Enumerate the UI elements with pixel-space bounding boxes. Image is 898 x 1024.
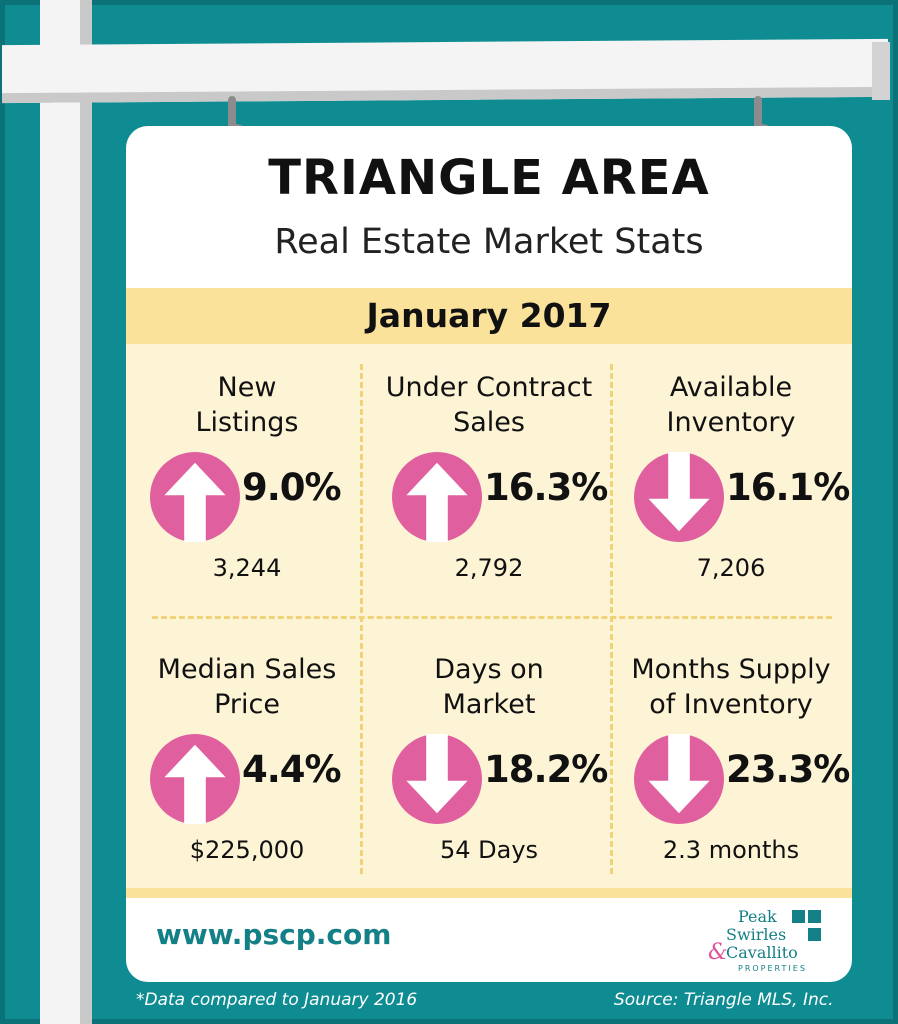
stat-months-supply: Months Supply of Inventory 23.3% 2.3 months — [610, 626, 852, 896]
bottom-band — [126, 888, 852, 898]
stat-label: Available Inventory — [610, 370, 852, 440]
stat-change: 18.2% — [484, 748, 608, 791]
stat-available-inventory: Available Inventory 16.1% 7,206 — [610, 344, 852, 614]
stat-median-sales-price: Median Sales Price 4.4% $225,000 — [126, 626, 368, 896]
page-title: TRIANGLE AREA — [268, 150, 710, 206]
stat-label: Median Sales Price — [126, 652, 368, 722]
stat-change: 16.3% — [484, 466, 608, 509]
logo-line-2: Swirles — [726, 925, 787, 944]
stat-change: 4.4% — [242, 748, 342, 791]
stat-change: 9.0% — [242, 466, 342, 509]
period-band: January 2017 — [126, 288, 852, 344]
stats-panel: New Listings 9.0% 3,244 Under Contract Sales… — [126, 344, 852, 894]
stat-label: Months Supply of Inventory — [610, 652, 852, 722]
website-link[interactable]: www.pscp.com — [156, 918, 392, 951]
stat-label: Days on Market — [368, 652, 610, 722]
stat-label-line: Available — [669, 372, 793, 403]
stat-label: New Listings — [126, 370, 368, 440]
logo-line-4: PROPERTIES — [738, 964, 807, 973]
arrow-up-circle-icon — [150, 452, 240, 542]
stat-label-line: Median Sales — [157, 654, 337, 685]
stat-value: 7,206 — [696, 554, 766, 582]
signpost-beam-end — [872, 42, 890, 100]
stat-label: Under Contract Sales — [368, 370, 610, 440]
stat-label-line: Days on — [434, 654, 544, 685]
signpost-pole — [40, 0, 92, 1024]
stat-new-listings: New Listings 9.0% 3,244 — [126, 344, 368, 614]
stat-label-line: Sales — [453, 407, 525, 438]
stat-change: 16.1% — [726, 466, 850, 509]
logo-square-icon — [808, 910, 821, 923]
stat-label-line: New — [217, 372, 277, 403]
stat-under-contract-sales: Under Contract Sales 16.3% 2,792 — [368, 344, 610, 614]
company-logo: Peak Swirles & Cavallito PROPERTIES — [706, 906, 836, 976]
stat-change: 23.3% — [726, 748, 850, 791]
stat-label-line: of Inventory — [649, 689, 813, 720]
arrow-down-circle-icon — [634, 452, 724, 542]
column-divider — [610, 364, 613, 874]
arrow-up-circle-icon — [150, 734, 240, 824]
stat-value: $225,000 — [189, 836, 305, 864]
stat-label-line: Market — [442, 689, 536, 720]
arrow-up-circle-icon — [392, 452, 482, 542]
stat-label-line: Months Supply — [631, 654, 831, 685]
signpost-beam — [2, 38, 888, 104]
logo-ampersand: & — [708, 940, 728, 965]
column-divider — [360, 364, 363, 874]
stat-value: 54 Days — [439, 836, 539, 864]
logo-square-icon — [808, 928, 821, 941]
stat-label-line: Inventory — [666, 407, 796, 438]
logo-line-1: Peak — [738, 907, 777, 926]
comparison-note: *Data compared to January 2016 — [136, 990, 418, 1010]
logo-square-icon — [792, 910, 805, 923]
stat-days-on-market: Days on Market 18.2% 54 Days — [368, 626, 610, 896]
source-note: Source: Triangle MLS, Inc. — [614, 990, 834, 1010]
market-stats-sign: TRIANGLE AREA Real Estate Market Stats J… — [126, 126, 852, 982]
stat-label-line: Listings — [195, 407, 299, 438]
page-subtitle: Real Estate Market Stats — [274, 222, 704, 262]
stat-label-line: Under Contract — [385, 372, 593, 403]
stat-label-line: Price — [214, 689, 280, 720]
arrow-down-circle-icon — [392, 734, 482, 824]
row-divider — [152, 616, 832, 619]
stat-value: 3,244 — [212, 554, 282, 582]
stat-value: 2.3 months — [662, 836, 800, 864]
logo-line-3: Cavallito — [726, 943, 798, 962]
arrow-down-circle-icon — [634, 734, 724, 824]
stat-value: 2,792 — [454, 554, 524, 582]
period-label: January 2017 — [366, 296, 612, 335]
